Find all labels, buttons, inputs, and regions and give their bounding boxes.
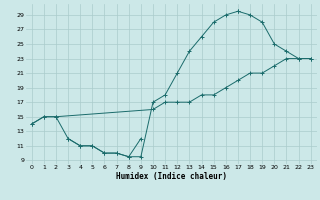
- X-axis label: Humidex (Indice chaleur): Humidex (Indice chaleur): [116, 172, 227, 181]
